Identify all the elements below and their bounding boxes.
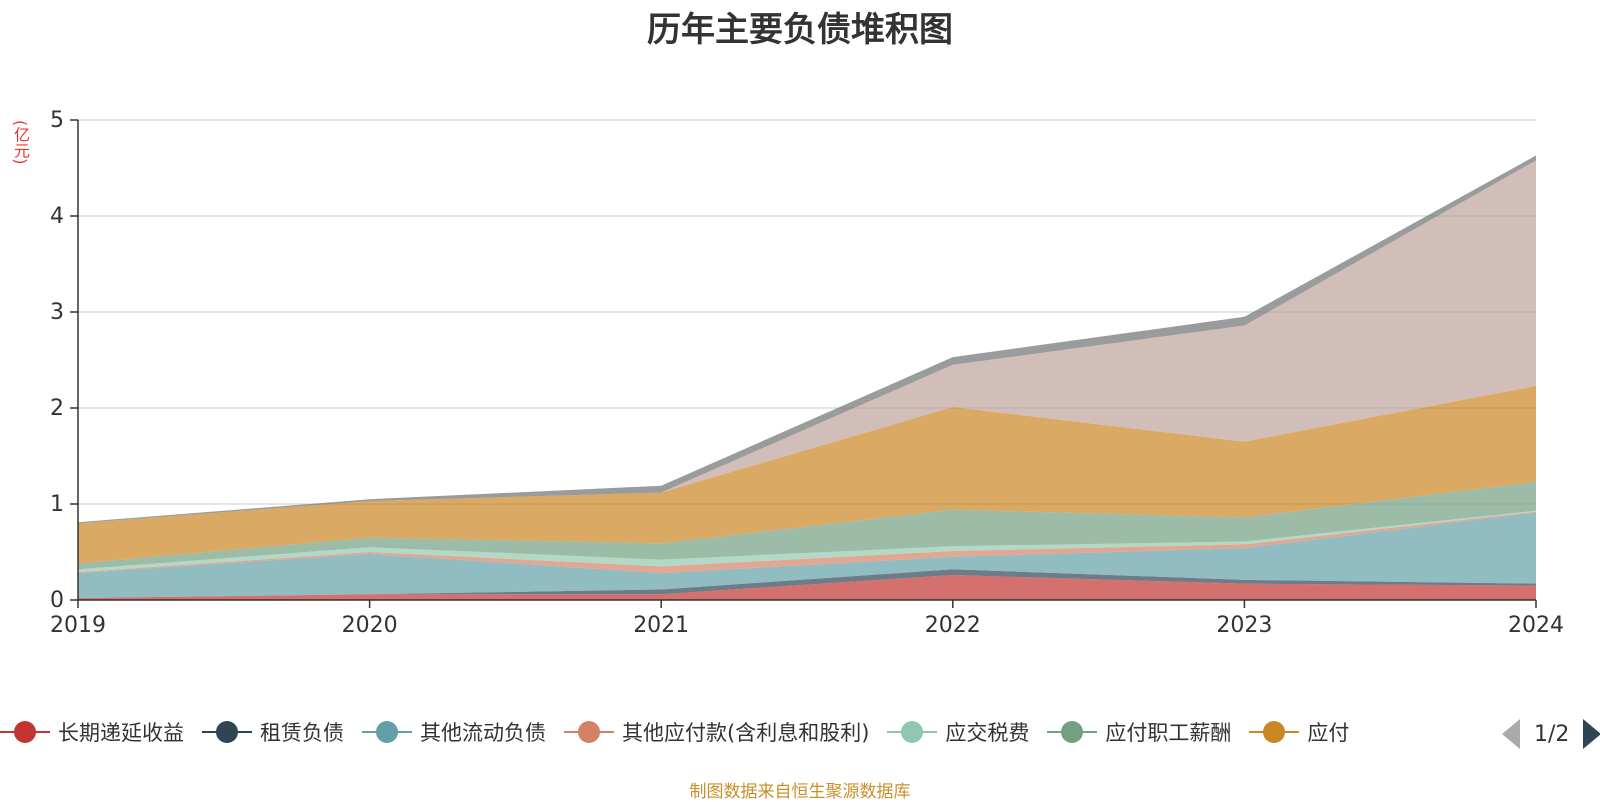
next-page-icon[interactable] <box>1583 719 1600 749</box>
legend-item[interactable]: 其他应付款(含利息和股利) <box>564 712 869 752</box>
area-series <box>78 511 1536 574</box>
legend-marker-icon <box>564 720 614 744</box>
x-tick-label: 2023 <box>1216 613 1272 638</box>
y-tick-label: 0 <box>50 588 64 613</box>
area-series <box>78 385 1536 564</box>
legend-item[interactable]: 租赁负债 <box>202 712 344 752</box>
legend-marker-icon <box>887 720 938 744</box>
data-source-note: 制图数据来自恒生聚源数据库 <box>689 782 911 802</box>
legend-label: 长期递延收益 <box>58 721 184 745</box>
legend-label: 租赁负债 <box>260 721 344 745</box>
area-series <box>78 481 1536 570</box>
previous-page-icon[interactable] <box>1502 719 1520 749</box>
y-tick-label: 1 <box>50 492 64 517</box>
x-tick-label: 2022 <box>925 613 981 638</box>
y-tick-label: 2 <box>50 396 64 421</box>
area-series <box>78 512 1536 599</box>
x-tick-label: 2021 <box>633 613 689 638</box>
chart-title: 历年主要负债堆积图 <box>647 10 953 50</box>
legend-pager: 1/2 <box>1502 718 1600 750</box>
axes: 0 1 2 3 4 5 2019 2020 2021 2022 2023 2024 <box>50 108 1564 638</box>
legend-marker-icon <box>1249 720 1300 744</box>
x-tick-label: 2020 <box>342 613 398 638</box>
y-tick-label: 4 <box>50 204 64 229</box>
legend-item[interactable]: 应付职工薪酬 <box>1047 712 1231 752</box>
legend-marker-icon <box>0 720 50 744</box>
legend-page-indicator: 1/2 <box>1534 721 1570 747</box>
legend-label: 应付职工薪酬 <box>1105 721 1232 745</box>
y-tick-label: 5 <box>50 108 64 133</box>
legend-marker-icon <box>1047 720 1098 744</box>
y-axis-unit-label: (亿元) <box>11 120 30 165</box>
y-tick-label: 3 <box>50 300 64 325</box>
legend-item[interactable]: 长期递延收益 <box>0 712 184 752</box>
area-series <box>78 569 1536 599</box>
legend-label: 应交税费 <box>945 721 1030 745</box>
x-tick-label: 2019 <box>50 613 106 638</box>
legend-label: 应付 <box>1307 721 1350 745</box>
legend-marker-icon <box>362 720 412 744</box>
legend-label: 其他应付款(含利息和股利) <box>622 721 870 745</box>
legend-item[interactable]: 其他流动负债 <box>362 712 546 752</box>
legend: 长期递延收益 租赁负债 其他流动负债 其他应付款(含利息和股利) 应交税费 应付职工薪酬 应… <box>0 712 1495 752</box>
area-series <box>78 575 1536 600</box>
legend-item[interactable]: 应付 <box>1249 712 1349 752</box>
legend-item[interactable]: 应交税费 <box>887 712 1029 752</box>
legend-marker-icon <box>202 720 252 744</box>
legend-label: 其他流动负债 <box>420 721 546 745</box>
area-series <box>78 160 1536 524</box>
x-tick-label: 2024 <box>1508 613 1564 638</box>
area-series <box>78 155 1536 600</box>
